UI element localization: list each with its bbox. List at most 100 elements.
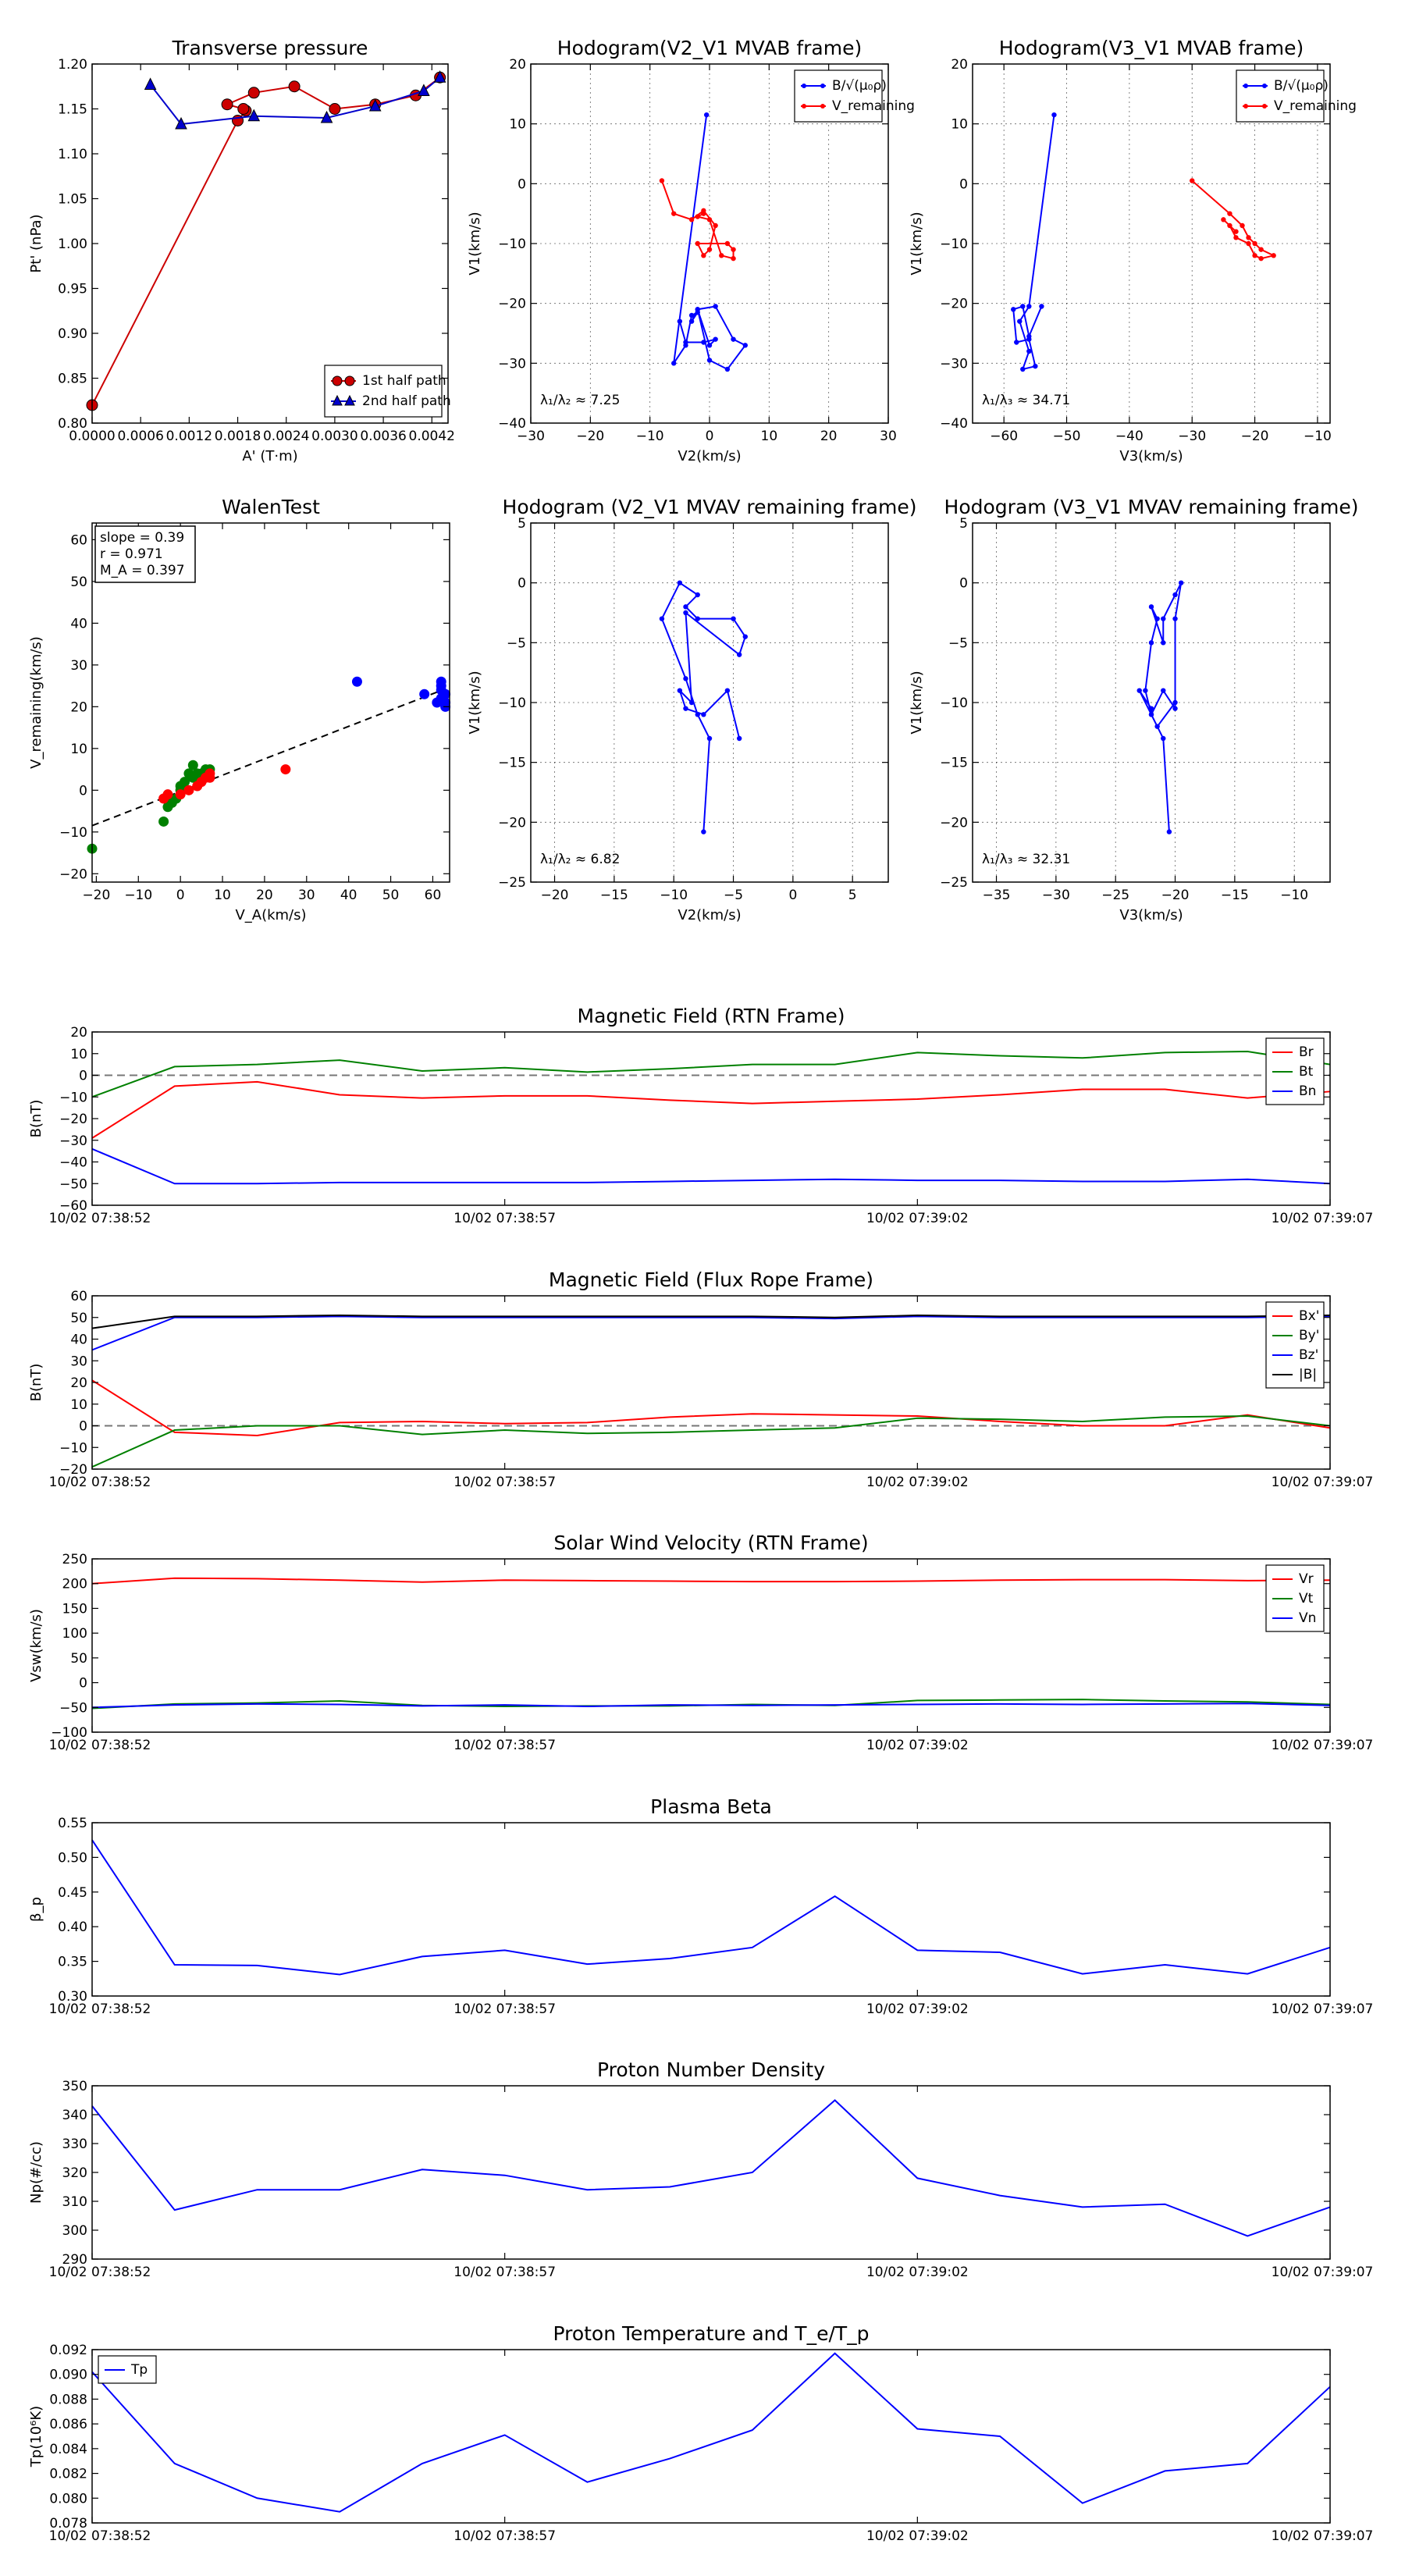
stats-box xyxy=(94,525,196,583)
legend-label: Bt xyxy=(1299,1064,1314,1080)
data-point xyxy=(1026,333,1032,340)
data-point xyxy=(731,247,736,252)
data-point xyxy=(1221,217,1226,222)
data-point xyxy=(187,760,198,770)
y-tick-label: 50 xyxy=(70,1311,87,1326)
data-point xyxy=(1227,211,1232,216)
data-point xyxy=(1258,247,1264,252)
series-line xyxy=(1191,180,1276,260)
y-tick-label: 0.35 xyxy=(58,1955,87,1970)
x-tick-label: 0.0012 xyxy=(166,429,212,444)
data-point xyxy=(1258,255,1264,262)
panel-tp: 0.0000 0.0006 0.0012 0.0018 0.0024 0.0030 0.00… xyxy=(28,37,455,464)
series-line-tp xyxy=(91,2352,1331,2513)
y-axis-label: Vsw(km/s) xyxy=(28,1609,44,1682)
y-tick-label: −40 xyxy=(940,416,968,432)
data-point xyxy=(706,247,713,252)
x-tick-label: −20 xyxy=(576,429,604,444)
legend-marker xyxy=(820,104,825,109)
series-line-bx xyxy=(91,1379,1331,1436)
x-tick-label: 10/02 07:39:02 xyxy=(866,1738,969,1753)
y-tick-label: 50 xyxy=(70,1651,87,1667)
x-tick-label: −35 xyxy=(983,888,1011,903)
panel-walen: −20 −10 0 10 20 30 40 50 60 −20 −10 0 10 20 30 40 50 60 Wa… xyxy=(28,496,451,923)
y-tick-label: −5 xyxy=(948,635,968,651)
y-tick-label: 5 xyxy=(959,516,968,532)
x-tick-label: 60 xyxy=(425,888,442,903)
legend-marker xyxy=(1243,84,1248,88)
legend-marker xyxy=(1243,104,1248,109)
data-point xyxy=(688,318,695,324)
data-point xyxy=(701,253,706,258)
x-tick-label: 10/02 07:38:57 xyxy=(454,2001,556,2017)
x-tick-label: −25 xyxy=(1101,888,1129,903)
y-axis-label: Pt' (nPa) xyxy=(28,214,44,272)
data-point xyxy=(719,253,724,258)
data-point xyxy=(713,304,718,309)
y-tick-label: −10 xyxy=(59,1440,87,1456)
y-tick-label: 0.082 xyxy=(49,2467,87,2482)
fit-line xyxy=(91,689,442,827)
legend-label: 1st half path xyxy=(362,373,446,389)
y-tick-label: −20 xyxy=(59,866,87,882)
x-tick-label: 0.0018 xyxy=(215,429,261,444)
data-point xyxy=(1178,580,1184,585)
data-point xyxy=(688,217,695,222)
y-tick-label: 320 xyxy=(62,2165,87,2181)
data-point xyxy=(440,697,451,708)
y-tick-label: −5 xyxy=(507,635,526,651)
y-tick-label: −15 xyxy=(940,756,968,771)
x-axis-label: V3(km/s) xyxy=(1119,448,1183,464)
series-line-by xyxy=(91,1415,1331,1468)
data-point xyxy=(742,343,748,348)
series-line xyxy=(660,180,735,260)
x-tick-label: 40 xyxy=(340,888,357,903)
chart-title: Hodogram (V2_V1 MVAV remaining frame) xyxy=(503,496,917,518)
data-point xyxy=(1246,240,1251,247)
x-tick-label: 50 xyxy=(382,888,400,903)
series-line-bt xyxy=(91,1050,1331,1098)
data-point xyxy=(368,98,382,112)
data-point xyxy=(1011,307,1016,312)
axes-frame xyxy=(91,2085,1331,2260)
data-point xyxy=(695,616,700,621)
data-point xyxy=(688,312,695,318)
y-axis-label: V1(km/s) xyxy=(467,671,483,734)
eigenvalue-ratio-annotation: λ₁/λ₂ ≈ 7.25 xyxy=(540,393,620,408)
data-point xyxy=(659,616,665,621)
legend-label: Vr xyxy=(1299,1571,1314,1587)
y-tick-label: 0.086 xyxy=(49,2417,87,2432)
y-tick-label: 0.90 xyxy=(58,326,87,342)
x-tick-label: −15 xyxy=(600,888,628,903)
data-point xyxy=(1271,253,1276,258)
x-tick-label: −30 xyxy=(1042,888,1070,903)
data-point xyxy=(703,112,710,118)
legend-label: 2nd half path xyxy=(362,393,451,409)
y-tick-label: 340 xyxy=(62,2108,87,2123)
series-b xyxy=(659,580,748,834)
panel-ts4: 0.30 0.35 0.40 0.45 0.50 0.55 10/02 07:38:52 10… xyxy=(28,1795,1373,2017)
y-tick-label: 0.090 xyxy=(49,2368,87,2383)
data-point xyxy=(1017,318,1023,324)
x-tick-label: −60 xyxy=(990,429,1018,444)
x-tick-label: 10/02 07:39:02 xyxy=(866,2528,969,2544)
x-tick-label: −10 xyxy=(660,888,688,903)
y-tick-label: 0.50 xyxy=(58,1850,87,1866)
data-point xyxy=(1039,304,1044,309)
data-point xyxy=(1233,229,1239,234)
legend-label: Bz' xyxy=(1299,1347,1318,1363)
eigenvalue-ratio-annotation: λ₁/λ₂ ≈ 6.82 xyxy=(540,852,620,867)
y-axis-label: β_p xyxy=(28,1897,44,1922)
series-b xyxy=(1136,580,1184,834)
legend-label: Br xyxy=(1299,1044,1314,1060)
legend: 1st half path 2nd half path xyxy=(324,365,451,418)
legend-label: Vn xyxy=(1299,1610,1316,1626)
y-tick-label: 0 xyxy=(959,176,968,192)
y-tick-label: 0.088 xyxy=(49,2392,87,2407)
series-b- xyxy=(1011,112,1057,372)
x-tick-label: 10/02 07:39:02 xyxy=(866,1211,969,1226)
x-tick-label: 0 xyxy=(788,888,797,903)
legend-label: V_remaining xyxy=(832,98,915,114)
y-tick-label: 310 xyxy=(62,2194,87,2210)
y-tick-label: −15 xyxy=(498,756,526,771)
